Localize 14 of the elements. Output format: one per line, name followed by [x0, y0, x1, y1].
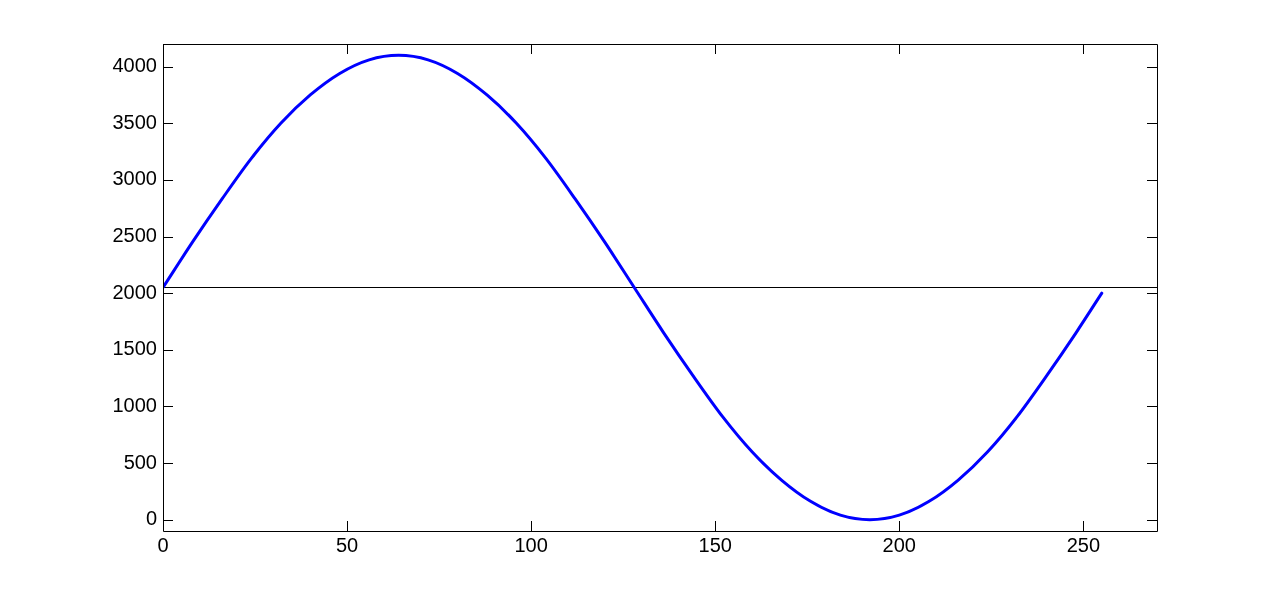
y-tick-label: 3000: [112, 167, 157, 190]
y-tick-label: 4000: [112, 54, 157, 77]
x-tick-label: 250: [1066, 533, 1101, 556]
x-tick-label: 200: [882, 533, 916, 556]
x-tick-label: 50: [335, 533, 359, 556]
y-tick-label: 2500: [112, 224, 157, 247]
y-tick-label: 1500: [112, 337, 157, 360]
y-tick-label: 1000: [112, 393, 157, 416]
x-tick-label: 150: [698, 533, 732, 556]
y-tick-label: 2000: [112, 280, 157, 303]
x-tick-label: 100: [514, 533, 548, 556]
y-tick-label: 3500: [112, 110, 157, 133]
y-tick-label: 500: [123, 450, 157, 473]
y-tick-label: 0: [145, 507, 157, 530]
